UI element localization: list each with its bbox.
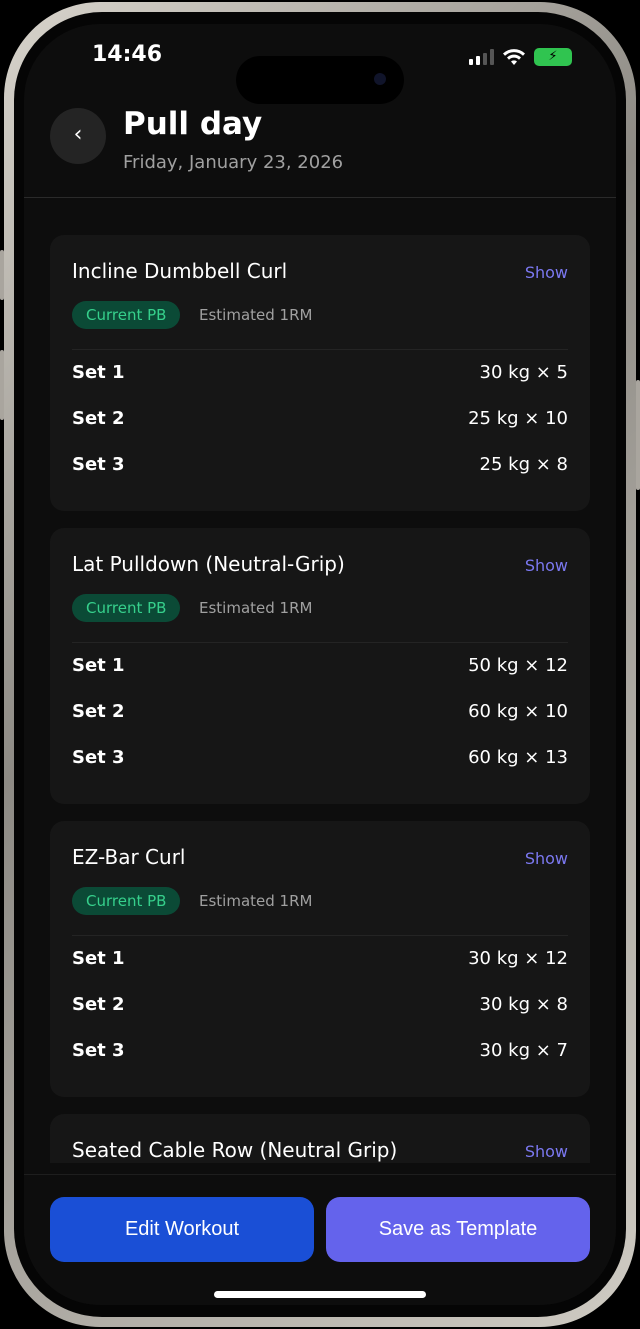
set-value: 60 kg × 10	[468, 701, 568, 722]
set-label: Set 1	[72, 655, 125, 676]
set-label: Set 3	[72, 1040, 125, 1061]
status-time: 14:46	[92, 42, 163, 67]
back-button[interactable]: ‹	[50, 108, 106, 164]
pb-badge: Current PB	[72, 301, 181, 329]
set-row: Set 1 30 kg × 5	[72, 362, 568, 386]
set-row: Set 2 25 kg × 10	[72, 408, 568, 432]
workout-date: Friday, January 23, 2026	[123, 152, 344, 173]
show-button[interactable]: Show	[524, 263, 568, 282]
exercise-card: Seated Cable Row (Neutral Grip) Show	[50, 1114, 590, 1163]
power-button	[636, 380, 640, 490]
badge-note: Estimated 1RM	[199, 599, 313, 617]
set-row: Set 2 30 kg × 8	[72, 994, 568, 1018]
set-value: 25 kg × 10	[468, 408, 568, 429]
exercise-name: EZ-Bar Curl	[72, 845, 186, 869]
set-value: 60 kg × 13	[468, 747, 568, 768]
chevron-left-icon: ‹	[73, 122, 83, 147]
show-button[interactable]: Show	[524, 849, 568, 868]
battery-charging-icon: ⚡	[534, 48, 572, 66]
set-row: Set 3 30 kg × 7	[72, 1040, 568, 1064]
badge-note: Estimated 1RM	[199, 892, 313, 910]
pb-badge: Current PB	[72, 887, 181, 915]
screen: 14:46 ⚡ ‹ Pull day Friday, January 23, 2…	[24, 24, 616, 1305]
set-value: 30 kg × 8	[479, 994, 568, 1015]
set-value: 30 kg × 12	[468, 948, 568, 969]
set-row: Set 1 50 kg × 12	[72, 655, 568, 679]
set-label: Set 3	[72, 454, 125, 475]
set-value: 30 kg × 5	[479, 362, 568, 383]
set-row: Set 2 60 kg × 10	[72, 701, 568, 725]
set-label: Set 2	[72, 701, 125, 722]
wifi-icon	[503, 49, 525, 65]
home-indicator[interactable]	[214, 1291, 426, 1298]
exercise-card: EZ-Bar Curl Show Current PB Estimated 1R…	[50, 821, 590, 1097]
camera-icon	[374, 73, 386, 85]
divider	[72, 642, 568, 643]
badge-note: Estimated 1RM	[199, 306, 313, 324]
exercise-card: Lat Pulldown (Neutral-Grip) Show Current…	[50, 528, 590, 804]
exercise-list[interactable]: Incline Dumbbell Curl Show Current PB Es…	[50, 235, 590, 1163]
edit-workout-button[interactable]: Edit Workout	[50, 1197, 314, 1262]
exercise-name: Seated Cable Row (Neutral Grip)	[72, 1138, 398, 1162]
exercise-name: Incline Dumbbell Curl	[72, 259, 288, 283]
volume-down-button	[0, 350, 4, 420]
set-label: Set 2	[72, 994, 125, 1015]
status-bar: 14:46 ⚡	[24, 40, 616, 104]
divider	[72, 349, 568, 350]
set-label: Set 3	[72, 747, 125, 768]
dynamic-island	[236, 56, 404, 104]
cellular-signal-icon	[469, 49, 494, 65]
page-title: Pull day	[123, 106, 263, 142]
set-row: Set 1 30 kg × 12	[72, 948, 568, 972]
show-button[interactable]: Show	[524, 556, 568, 575]
set-value: 25 kg × 8	[479, 454, 568, 475]
divider	[72, 935, 568, 936]
exercise-card: Incline Dumbbell Curl Show Current PB Es…	[50, 235, 590, 511]
pb-badge: Current PB	[72, 594, 181, 622]
set-value: 30 kg × 7	[479, 1040, 568, 1061]
volume-up-button	[0, 250, 4, 300]
set-label: Set 2	[72, 408, 125, 429]
set-row: Set 3 25 kg × 8	[72, 454, 568, 478]
set-label: Set 1	[72, 362, 125, 383]
exercise-name: Lat Pulldown (Neutral-Grip)	[72, 552, 345, 576]
page-header: ‹ Pull day Friday, January 23, 2026	[24, 106, 616, 198]
set-label: Set 1	[72, 948, 125, 969]
set-value: 50 kg × 12	[468, 655, 568, 676]
show-button[interactable]: Show	[524, 1142, 568, 1161]
save-as-template-button[interactable]: Save as Template	[326, 1197, 590, 1262]
bottom-action-bar: Edit Workout Save as Template	[24, 1174, 616, 1305]
set-row: Set 3 60 kg × 13	[72, 747, 568, 771]
